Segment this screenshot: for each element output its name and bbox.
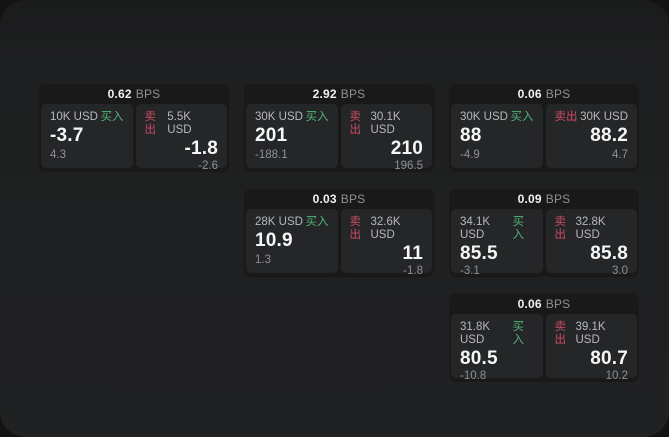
- spread-unit: BPS: [545, 87, 571, 101]
- buy-sub-value: -3.1: [460, 265, 480, 277]
- spread-value: 0.06: [517, 297, 542, 311]
- sell-panel[interactable]: 卖出 32.6K USD 11 -1.8: [340, 209, 432, 277]
- spread-header: 2.92 BPS: [246, 84, 432, 104]
- buy-side-label: 买入: [510, 111, 534, 123]
- sell-price: 210: [390, 138, 423, 159]
- spread-unit: BPS: [340, 192, 366, 206]
- sell-side-label: 卖出: [349, 111, 362, 136]
- buy-price: 10.9: [255, 230, 293, 251]
- quote-card: 0.62 BPS 10K USD 买入 -3.7 4.3 卖出 5.5K USD: [39, 84, 229, 172]
- quote-card: 0.06 BPS 31.8K USD 买入 80.5 -10.8 卖出 39.1…: [449, 294, 639, 382]
- buy-side-label: 买入: [512, 321, 525, 346]
- spread-header: 0.09 BPS: [451, 189, 637, 209]
- spread-header: 0.06 BPS: [451, 294, 637, 314]
- spread-value: 0.09: [517, 192, 542, 206]
- sell-price: -1.8: [184, 138, 218, 159]
- buy-size: 28K USD: [255, 216, 303, 228]
- buy-sub-value: -4.9: [460, 149, 480, 161]
- sell-panel[interactable]: 卖出 30.1K USD 210 196.5: [340, 104, 432, 172]
- spread-unit: BPS: [545, 297, 571, 311]
- spread-unit: BPS: [545, 192, 571, 206]
- sell-panel[interactable]: 卖出 5.5K USD -1.8 -2.6: [135, 104, 227, 172]
- buy-side-label: 买入: [100, 111, 124, 123]
- buy-panel[interactable]: 31.8K USD 买入 80.5 -10.8: [451, 314, 543, 382]
- sell-side-label: 卖出: [554, 216, 567, 241]
- spread-unit: BPS: [340, 87, 366, 101]
- quote-card: 0.06 BPS 30K USD 买入 88 -4.9 卖出 30K USD: [449, 84, 639, 172]
- buy-price: -3.7: [50, 125, 84, 146]
- sell-size: 30.1K USD: [370, 111, 401, 136]
- sell-sub-value: -1.8: [403, 265, 423, 277]
- buy-size: 31.8K USD: [460, 321, 491, 346]
- sell-panel[interactable]: 卖出 32.8K USD 85.8 3.0: [545, 209, 637, 277]
- sell-size: 5.5K USD: [167, 111, 192, 136]
- sell-side-label: 卖出: [144, 111, 157, 136]
- buy-side-label: 买入: [512, 216, 525, 241]
- buy-size: 30K USD: [255, 111, 303, 123]
- spread-value: 0.03: [312, 192, 337, 206]
- buy-size: 10K USD: [50, 111, 98, 123]
- sell-price: 88.2: [590, 125, 628, 146]
- buy-side-label: 买入: [305, 111, 329, 123]
- buy-side-label: 买入: [305, 216, 329, 228]
- spread-header: 0.06 BPS: [451, 84, 637, 104]
- buy-price: 80.5: [460, 348, 498, 369]
- sell-price: 85.8: [590, 243, 628, 264]
- buy-sub-value: 1.3: [255, 254, 271, 266]
- spread-value: 0.62: [107, 87, 132, 101]
- spread-header: 0.03 BPS: [246, 189, 432, 209]
- sell-size: 32.8K USD: [575, 216, 606, 241]
- buy-size: 34.1K USD: [460, 216, 491, 241]
- spread-header: 0.62 BPS: [41, 84, 227, 104]
- spread-value: 2.92: [312, 87, 337, 101]
- buy-price: 85.5: [460, 243, 498, 264]
- buy-price: 88: [460, 125, 482, 146]
- buy-sub-value: -10.8: [460, 370, 487, 382]
- buy-panel[interactable]: 30K USD 买入 201 -188.1: [246, 104, 338, 168]
- sell-sub-value: 4.7: [612, 149, 628, 161]
- buy-sub-value: 4.3: [50, 149, 66, 161]
- sell-price: 80.7: [590, 348, 628, 369]
- buy-price: 201: [255, 125, 288, 146]
- sell-price: 11: [402, 243, 423, 264]
- spread-unit: BPS: [135, 87, 161, 101]
- sell-side-label: 卖出: [554, 111, 578, 123]
- sell-side-label: 卖出: [554, 321, 567, 346]
- sell-sub-value: -2.6: [198, 160, 218, 172]
- sell-panel[interactable]: 卖出 39.1K USD 80.7 10.2: [545, 314, 637, 382]
- buy-size: 30K USD: [460, 111, 508, 123]
- sell-size: 39.1K USD: [575, 321, 606, 346]
- sell-sub-value: 196.5: [394, 160, 423, 172]
- sell-side-label: 卖出: [349, 216, 362, 241]
- buy-panel[interactable]: 10K USD 买入 -3.7 4.3: [41, 104, 133, 168]
- spread-value: 0.06: [517, 87, 542, 101]
- buy-panel[interactable]: 34.1K USD 买入 85.5 -3.1: [451, 209, 543, 277]
- sell-sub-value: 10.2: [605, 370, 628, 382]
- buy-sub-value: -188.1: [255, 149, 288, 161]
- sell-size: 32.6K USD: [370, 216, 401, 241]
- sell-panel[interactable]: 卖出 30K USD 88.2 4.7: [545, 104, 637, 168]
- sell-size: 30K USD: [580, 111, 628, 123]
- quote-card: 2.92 BPS 30K USD 买入 201 -188.1 卖出 30.1K …: [244, 84, 434, 172]
- quote-card: 0.09 BPS 34.1K USD 买入 85.5 -3.1 卖出 32.8K…: [449, 189, 639, 277]
- sell-sub-value: 3.0: [612, 265, 628, 277]
- buy-panel[interactable]: 30K USD 买入 88 -4.9: [451, 104, 543, 168]
- quote-card: 0.03 BPS 28K USD 买入 10.9 1.3 卖出 32.6K US…: [244, 189, 434, 277]
- buy-panel[interactable]: 28K USD 买入 10.9 1.3: [246, 209, 338, 273]
